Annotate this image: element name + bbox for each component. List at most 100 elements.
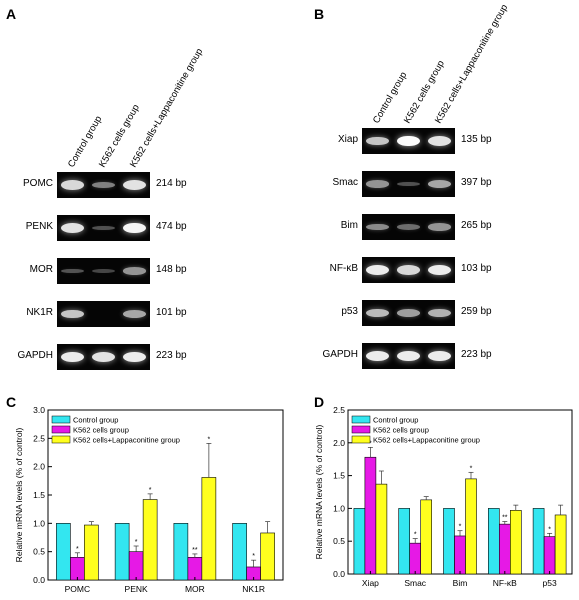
gel-band — [428, 136, 451, 146]
significance-mark: * — [135, 539, 138, 546]
gel-band — [366, 264, 389, 276]
bar — [554, 514, 567, 575]
significance-mark: * — [252, 553, 255, 560]
legend-swatch — [51, 415, 71, 424]
bar — [128, 551, 144, 581]
gel-band — [397, 181, 420, 187]
bar — [201, 477, 217, 581]
y-tick-label: 1.5 — [33, 490, 45, 500]
x-tick-label: Smac — [404, 578, 426, 588]
legend-label: K562 cells+Lappaconitine group — [73, 436, 180, 445]
gel-band — [366, 308, 389, 318]
x-tick-label: NF-κB — [493, 578, 517, 588]
x-tick-label: Xiap — [362, 578, 379, 588]
gel-band — [92, 181, 115, 189]
gel-panel-a: Control group K562 cells group K562 cells+… — [0, 0, 300, 380]
gel-band — [366, 180, 389, 188]
size-label: 103 bp — [461, 263, 492, 274]
legend-label: Control group — [373, 416, 418, 425]
gel-band — [123, 267, 146, 275]
y-axis-label: Relative mRNA levels (% of control) — [314, 425, 324, 560]
legend-swatch — [351, 435, 371, 444]
size-label: 259 bp — [461, 306, 492, 317]
size-label: 135 bp — [461, 134, 492, 145]
bar — [398, 508, 410, 575]
significance-mark: * — [369, 440, 372, 447]
gel-band — [428, 350, 451, 362]
bar — [173, 523, 189, 581]
x-tick-label: POMC — [65, 584, 91, 594]
gel-band — [61, 180, 84, 190]
significance-mark: * — [548, 526, 551, 533]
legend-label: K562 cells group — [73, 426, 129, 435]
bar-chart-d: 0.0 0.5 1.0 1.5 2.0 2.5 Relative mRNA levels (… — [314, 405, 573, 588]
y-tick-label: 3.0 — [33, 405, 45, 415]
bar — [375, 483, 388, 575]
x-tick-label: p53 — [543, 578, 557, 588]
gel-band — [366, 350, 389, 362]
gel-panel-b: Control group K562 cells group K562 cells+… — [300, 0, 579, 380]
gel-band — [61, 309, 84, 319]
gene-label: NF-κB — [329, 263, 358, 274]
significance-mark: ** — [502, 515, 508, 522]
x-tick-label: NK1R — [242, 584, 265, 594]
size-label: 214 bp — [156, 178, 187, 189]
gene-label: GAPDH — [322, 349, 358, 360]
y-tick-label: 1.0 — [333, 503, 345, 513]
gel-band — [397, 135, 420, 147]
size-label: 265 bp — [461, 220, 492, 231]
panel-label-a: A — [6, 6, 17, 22]
x-tick-label: PENK — [125, 584, 148, 594]
bar — [499, 523, 511, 575]
gel-band — [428, 180, 451, 188]
gene-label: PENK — [25, 221, 53, 232]
bar — [532, 508, 545, 575]
gene-label: Smac — [332, 177, 358, 188]
gel-band — [61, 351, 84, 363]
y-tick-label: 2.5 — [333, 405, 345, 415]
legend-label: K562 cells group — [373, 426, 429, 435]
bar — [409, 542, 421, 575]
gene-label: Xiap — [337, 134, 358, 145]
bar — [260, 532, 275, 581]
legend-swatch — [51, 435, 71, 444]
size-label: 397 bp — [461, 177, 492, 188]
gel-band — [123, 310, 146, 318]
size-label: 101 bp — [156, 307, 187, 318]
gel-band — [123, 222, 146, 234]
bar — [454, 535, 466, 575]
gel-band — [397, 224, 420, 230]
significance-mark: * — [76, 546, 79, 553]
legend-swatch — [351, 415, 371, 424]
bar-chart-c: 0.0 0.5 1.0 1.5 2.0 2.5 3.0 Relative mRNA level… — [14, 405, 284, 594]
bar — [187, 557, 203, 581]
bar — [70, 557, 85, 581]
significance-mark: * — [149, 487, 152, 494]
x-tick-label: Bim — [453, 578, 468, 588]
gene-label: GAPDH — [17, 350, 53, 361]
bar — [56, 523, 71, 581]
bar — [114, 523, 130, 581]
y-axis-label: Relative mRNA levels (% of control) — [14, 428, 24, 563]
gel-band — [123, 180, 146, 190]
bar — [420, 499, 432, 575]
bar — [364, 456, 377, 575]
significance-mark: * — [459, 524, 462, 531]
bar — [543, 536, 556, 575]
size-label: 474 bp — [156, 221, 187, 232]
gel-band — [92, 352, 115, 362]
y-tick-label: 0.5 — [33, 547, 45, 557]
gel-band — [366, 223, 389, 231]
y-tick-label: 2.0 — [33, 462, 45, 472]
bar — [488, 508, 500, 575]
panel-label-c: C — [6, 394, 17, 410]
bar — [232, 523, 247, 581]
gel-band — [61, 268, 84, 274]
gel-band — [428, 264, 451, 276]
gene-label: Bim — [340, 220, 358, 231]
gene-label: NK1R — [26, 307, 53, 318]
y-tick-label: 0.0 — [33, 575, 45, 585]
panel-label-d: D — [314, 394, 325, 410]
legend-label: K562 cells+Lappaconitine group — [373, 436, 480, 445]
y-tick-label: 0.0 — [333, 569, 345, 579]
